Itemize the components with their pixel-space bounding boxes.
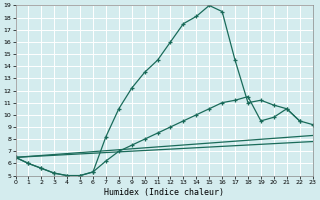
X-axis label: Humidex (Indice chaleur): Humidex (Indice chaleur): [104, 188, 224, 197]
